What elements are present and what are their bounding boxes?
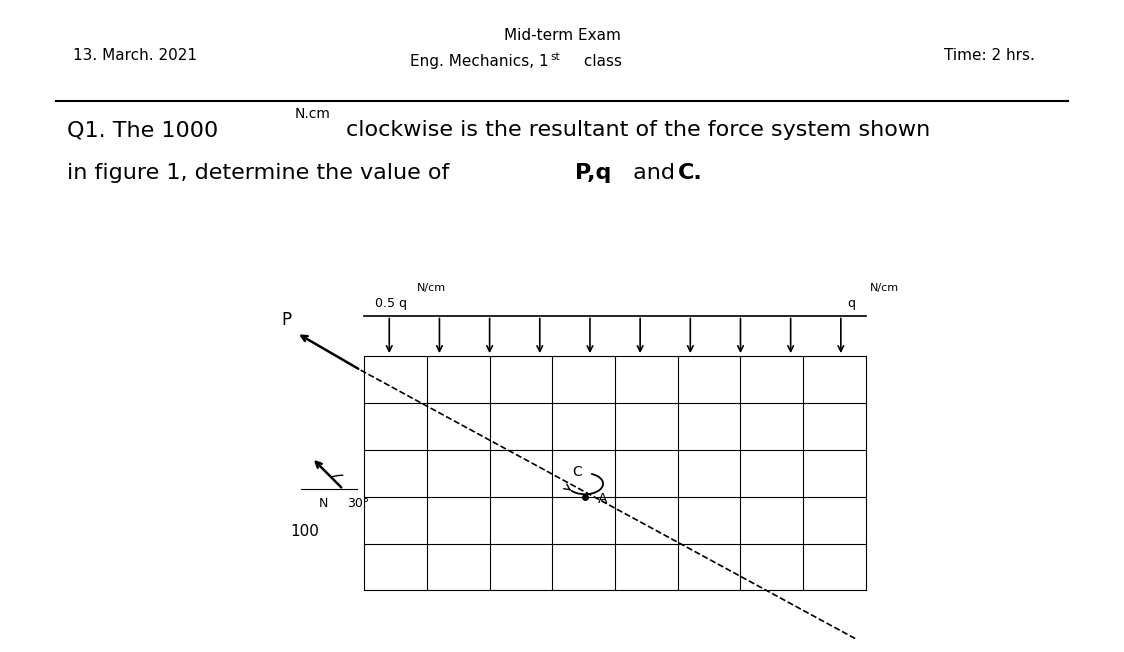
Text: C: C	[572, 465, 582, 479]
Text: P: P	[281, 311, 291, 329]
Text: N/cm: N/cm	[870, 284, 898, 293]
Text: N: N	[319, 497, 328, 510]
Text: in figure 1, determine the value of: in figure 1, determine the value of	[67, 163, 457, 183]
Text: C.: C.	[678, 163, 702, 183]
Text: P,q: P,q	[575, 163, 611, 183]
Text: N/cm: N/cm	[417, 284, 445, 293]
Text: and: and	[626, 163, 682, 183]
Text: 13. March. 2021: 13. March. 2021	[73, 48, 197, 63]
Text: class: class	[579, 54, 622, 70]
Text: Q1. The 1000: Q1. The 1000	[67, 121, 219, 140]
Text: clockwise is the resultant of the force system shown: clockwise is the resultant of the force …	[346, 121, 931, 140]
Text: Eng. Mechanics, 1: Eng. Mechanics, 1	[410, 54, 549, 70]
Text: 100: 100	[290, 524, 319, 539]
Text: st: st	[551, 52, 561, 62]
Text: Mid-term Exam: Mid-term Exam	[504, 28, 620, 44]
Text: q: q	[847, 297, 855, 310]
Text: 0.5 q: 0.5 q	[374, 297, 407, 310]
Text: N.cm: N.cm	[294, 107, 330, 121]
Text: A: A	[598, 492, 607, 506]
Text: 30°: 30°	[346, 497, 369, 511]
Text: Time: 2 hrs.: Time: 2 hrs.	[944, 48, 1034, 63]
